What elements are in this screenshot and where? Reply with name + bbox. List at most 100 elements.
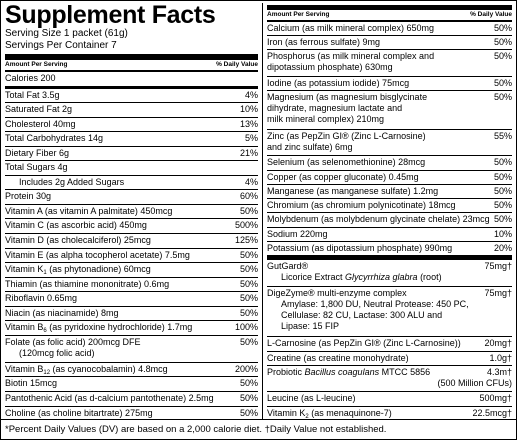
italic-text: Glycyrrhiza glabra <box>345 272 418 283</box>
label-text: DigeZyme® multi-enzyme complex <box>267 287 407 298</box>
label-line: Probiotic Bacillus coagulans MTCC 5856 <box>267 367 430 378</box>
daily-value: 20% <box>494 243 512 254</box>
nutrient-row: Sodium 220mg 10% <box>267 226 512 241</box>
nutrient-row: Riboflavin 0.65mg 50% <box>5 291 258 306</box>
column-header: Amount Per Serving % Daily Value <box>267 10 512 20</box>
daily-value-line: 55% <box>493 130 512 141</box>
daily-value: 200% <box>235 364 258 375</box>
nutrient-row: Iodine (as potassium iodide) 75mcg 50% <box>267 75 512 90</box>
label-text: Manganese (as manganese sulfate) 1.2mg <box>267 185 439 196</box>
daily-value: 50% <box>494 172 512 183</box>
daily-value: 10% <box>494 229 512 240</box>
nutrient-row: Vitamin A (as vitamin A palmitate) 450mc… <box>5 203 258 219</box>
nutrient-row: Leucine (as L-leucine) 500mg† <box>267 391 512 405</box>
nutrient-row: Protein 30g 60% <box>5 189 258 204</box>
daily-value-line: 50% <box>239 205 258 216</box>
daily-value-line: (500 Million CFUs) <box>437 377 512 388</box>
label-line: Vitamin E (as alpha tocopherol acetate) … <box>5 250 190 261</box>
nutrient-label: Total Carbohydrates 14g <box>5 133 103 144</box>
amount-header: Amount Per Serving <box>5 61 68 68</box>
daily-value-line: 100% <box>234 322 258 333</box>
nutrient-row: Biotin 15mcg 50% <box>5 376 258 391</box>
nutrient-row: Calcium (as milk mineral complex) 650mg 5… <box>267 22 512 35</box>
nutrient-row: Thiamin (as thiamine mononitrate) 0.6mg 5… <box>5 276 258 292</box>
daily-value-line: 20% <box>493 242 512 253</box>
nutrient-row: Magnesium (as magnesium bisglycinate dihy… <box>267 90 512 129</box>
label-text: Vitamin B <box>5 322 44 333</box>
label-text: (as pyridoxine hydrochloride) 1.7mg <box>46 322 193 333</box>
label-line: Iron (as ferrous sulfate) 9mg <box>267 37 380 48</box>
label-text: L-Carnosine (as PepZin GI® (Zinc L-Carno… <box>267 338 461 349</box>
label-line: Dietary Fiber 6g <box>5 148 69 159</box>
daily-value-line: 60% <box>239 191 258 202</box>
label-text: Iodine (as potassium iodide) 75mcg <box>267 77 410 88</box>
label-line: dipotassium phosphate) 630mg <box>267 62 434 73</box>
nutrient-label: Copper (as copper gluconate) 0.45mg <box>267 172 419 183</box>
daily-value-line: 50% <box>493 200 512 211</box>
daily-value-line: 1.0g† <box>489 352 512 363</box>
amount-header: Amount Per Serving <box>267 11 330 18</box>
nutrient-row: Vitamin C (as ascorbic acid) 450mg 500% <box>5 218 258 233</box>
daily-value-line: 50% <box>493 214 512 225</box>
label-text: Vitamin C (as ascorbic acid) 450mg <box>5 220 147 231</box>
daily-value-line: 50% <box>239 264 258 275</box>
daily-value: 50% <box>240 293 258 304</box>
label-line: Total Carbohydrates 14g <box>5 133 103 144</box>
daily-value: 13% <box>240 119 258 130</box>
daily-value-line: 50% <box>493 171 512 182</box>
dv-header: % Daily Value <box>470 11 512 18</box>
label-text: Vitamin A (as vitamin A palmitate) 450mc… <box>5 205 173 216</box>
daily-value: 50% <box>240 378 258 389</box>
daily-value: 50% <box>494 51 512 62</box>
nutrient-label: Potassium (as dipotassium phosphate) 990… <box>267 243 452 254</box>
label-line: Saturated Fat 2g <box>5 104 72 115</box>
label-line: Calcium (as milk mineral complex) 650mg <box>267 23 434 34</box>
daily-value-line: 50% <box>239 407 258 418</box>
daily-value-line: 4.3m† <box>486 366 512 377</box>
daily-value: 50% <box>494 200 512 211</box>
label-text: Dietary Fiber 6g <box>5 147 70 158</box>
daily-value: 4% <box>245 177 258 188</box>
label-text: Licorice Extract <box>281 272 346 283</box>
daily-value: 22.5mcg† <box>472 408 512 419</box>
nutrient-row: Manganese (as manganese sulfate) 1.2mg 50… <box>267 183 512 198</box>
label-text: (as menaquinone-7) <box>308 407 392 418</box>
nutrient-label: Protein 30g <box>5 191 51 202</box>
label-text: Copper (as copper gluconate) 0.45mg <box>267 171 419 182</box>
serving-size: Serving Size 1 packet (61g) <box>5 28 128 39</box>
label-text: Amylase: 1,800 DU, Neutral Protease: 450… <box>281 298 469 309</box>
label-line: Includes 2g Added Sugars <box>5 177 124 188</box>
nutrient-label: Zinc (as PepZin GI® (Zinc L-Carnosine) an… <box>267 131 426 153</box>
nutrient-label: Total Sugars 4g <box>5 162 68 173</box>
column-header: Amount Per Serving % Daily Value <box>5 60 258 70</box>
label-line: L-Carnosine (as PepZin GI® (Zinc L-Carno… <box>267 338 461 349</box>
label-line: Total Fat 3.5g <box>5 90 60 101</box>
daily-value-line: 4% <box>244 176 258 187</box>
nutrient-row: Dietary Fiber 6g 21% <box>5 145 258 161</box>
nutrient-label: Dietary Fiber 6g <box>5 148 69 159</box>
label-line: Vitamin C (as ascorbic acid) 450mg <box>5 220 147 231</box>
daily-value: 75mg† <box>484 261 512 272</box>
nutrient-label: Chromium (as chromium polynicotinate) 18… <box>267 200 456 211</box>
nutrient-label: Probiotic Bacillus coagulans MTCC 5856 <box>267 367 430 378</box>
label-line: Licorice Extract Glycyrrhiza glabra (roo… <box>267 272 442 283</box>
nutrient-label: Biotin 15mcg <box>5 378 57 389</box>
label-line: Magnesium (as magnesium bisglycinate <box>267 92 427 103</box>
title: Supplement Facts <box>5 1 216 29</box>
daily-value-line: 50% <box>239 378 258 389</box>
thick-rule <box>5 54 258 60</box>
label-text: Niacin (as niacinamide) 8mg <box>5 307 119 318</box>
subscript: 2 <box>305 413 309 420</box>
label-text: Includes 2g Added Sugars <box>19 176 125 187</box>
nutrient-label: Pantothenic Acid (as d-calcium pantothen… <box>5 393 214 404</box>
label-line: Biotin 15mcg <box>5 378 57 389</box>
nutrient-label: Vitamin D (as cholecalciferol) 25mcg <box>5 235 151 246</box>
label-line: Thiamin (as thiamine mononitrate) 0.6mg <box>5 279 169 290</box>
label-text: Vitamin B <box>5 363 44 374</box>
nutrient-row: Creatine (as creatine monohydrate) 1.0g† <box>267 350 512 365</box>
label-text: MTCC 5856 <box>379 366 431 377</box>
nutrient-row: Total Carbohydrates 14g 5% <box>5 131 258 146</box>
daily-value: 50% <box>494 78 512 89</box>
label-text: milk mineral complex) 210mg <box>267 114 385 125</box>
